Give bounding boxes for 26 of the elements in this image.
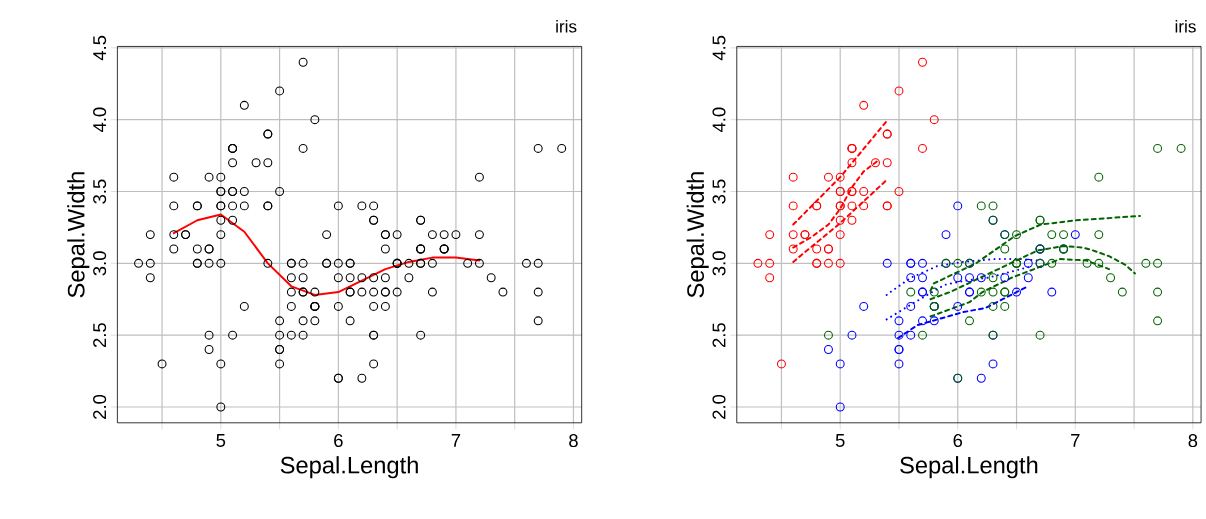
y-tick-label: 2.5 [712,323,726,348]
x-axis-title: Sepal.Length [280,456,418,479]
y-tick-label: 4.0 [93,107,107,133]
y-tick-label: 3.0 [93,251,107,276]
x-tick-label: 6 [334,434,343,448]
x-tick-label: 7 [1071,434,1080,447]
y-tick-label: 3.5 [712,179,726,204]
x-tick-label: 7 [451,434,461,447]
chart-title: iris [1175,20,1196,33]
y-tick-label: 2.0 [712,395,726,420]
y-tick-label: 4.5 [712,36,726,61]
y-tick-label: 2.5 [93,323,107,348]
x-tick-label: 8 [569,434,578,448]
y-axis-title: Sepal.Width [67,172,90,298]
chart-title: iris [556,20,577,33]
x-tick-label: 8 [1188,434,1198,448]
x-tick-label: 6 [953,434,963,448]
y-tick-label: 3.0 [712,251,726,276]
y-tick-label: 4.5 [93,36,107,61]
y-axis-title: Sepal.Width [686,172,709,298]
x-axis-title: Sepal.Length [900,456,1038,479]
y-tick-label: 3.5 [93,179,107,204]
x-tick-label: 5 [216,434,226,448]
x-tick-label: 5 [835,434,845,448]
y-tick-label: 4.0 [712,107,726,133]
y-tick-label: 2.0 [93,395,107,420]
